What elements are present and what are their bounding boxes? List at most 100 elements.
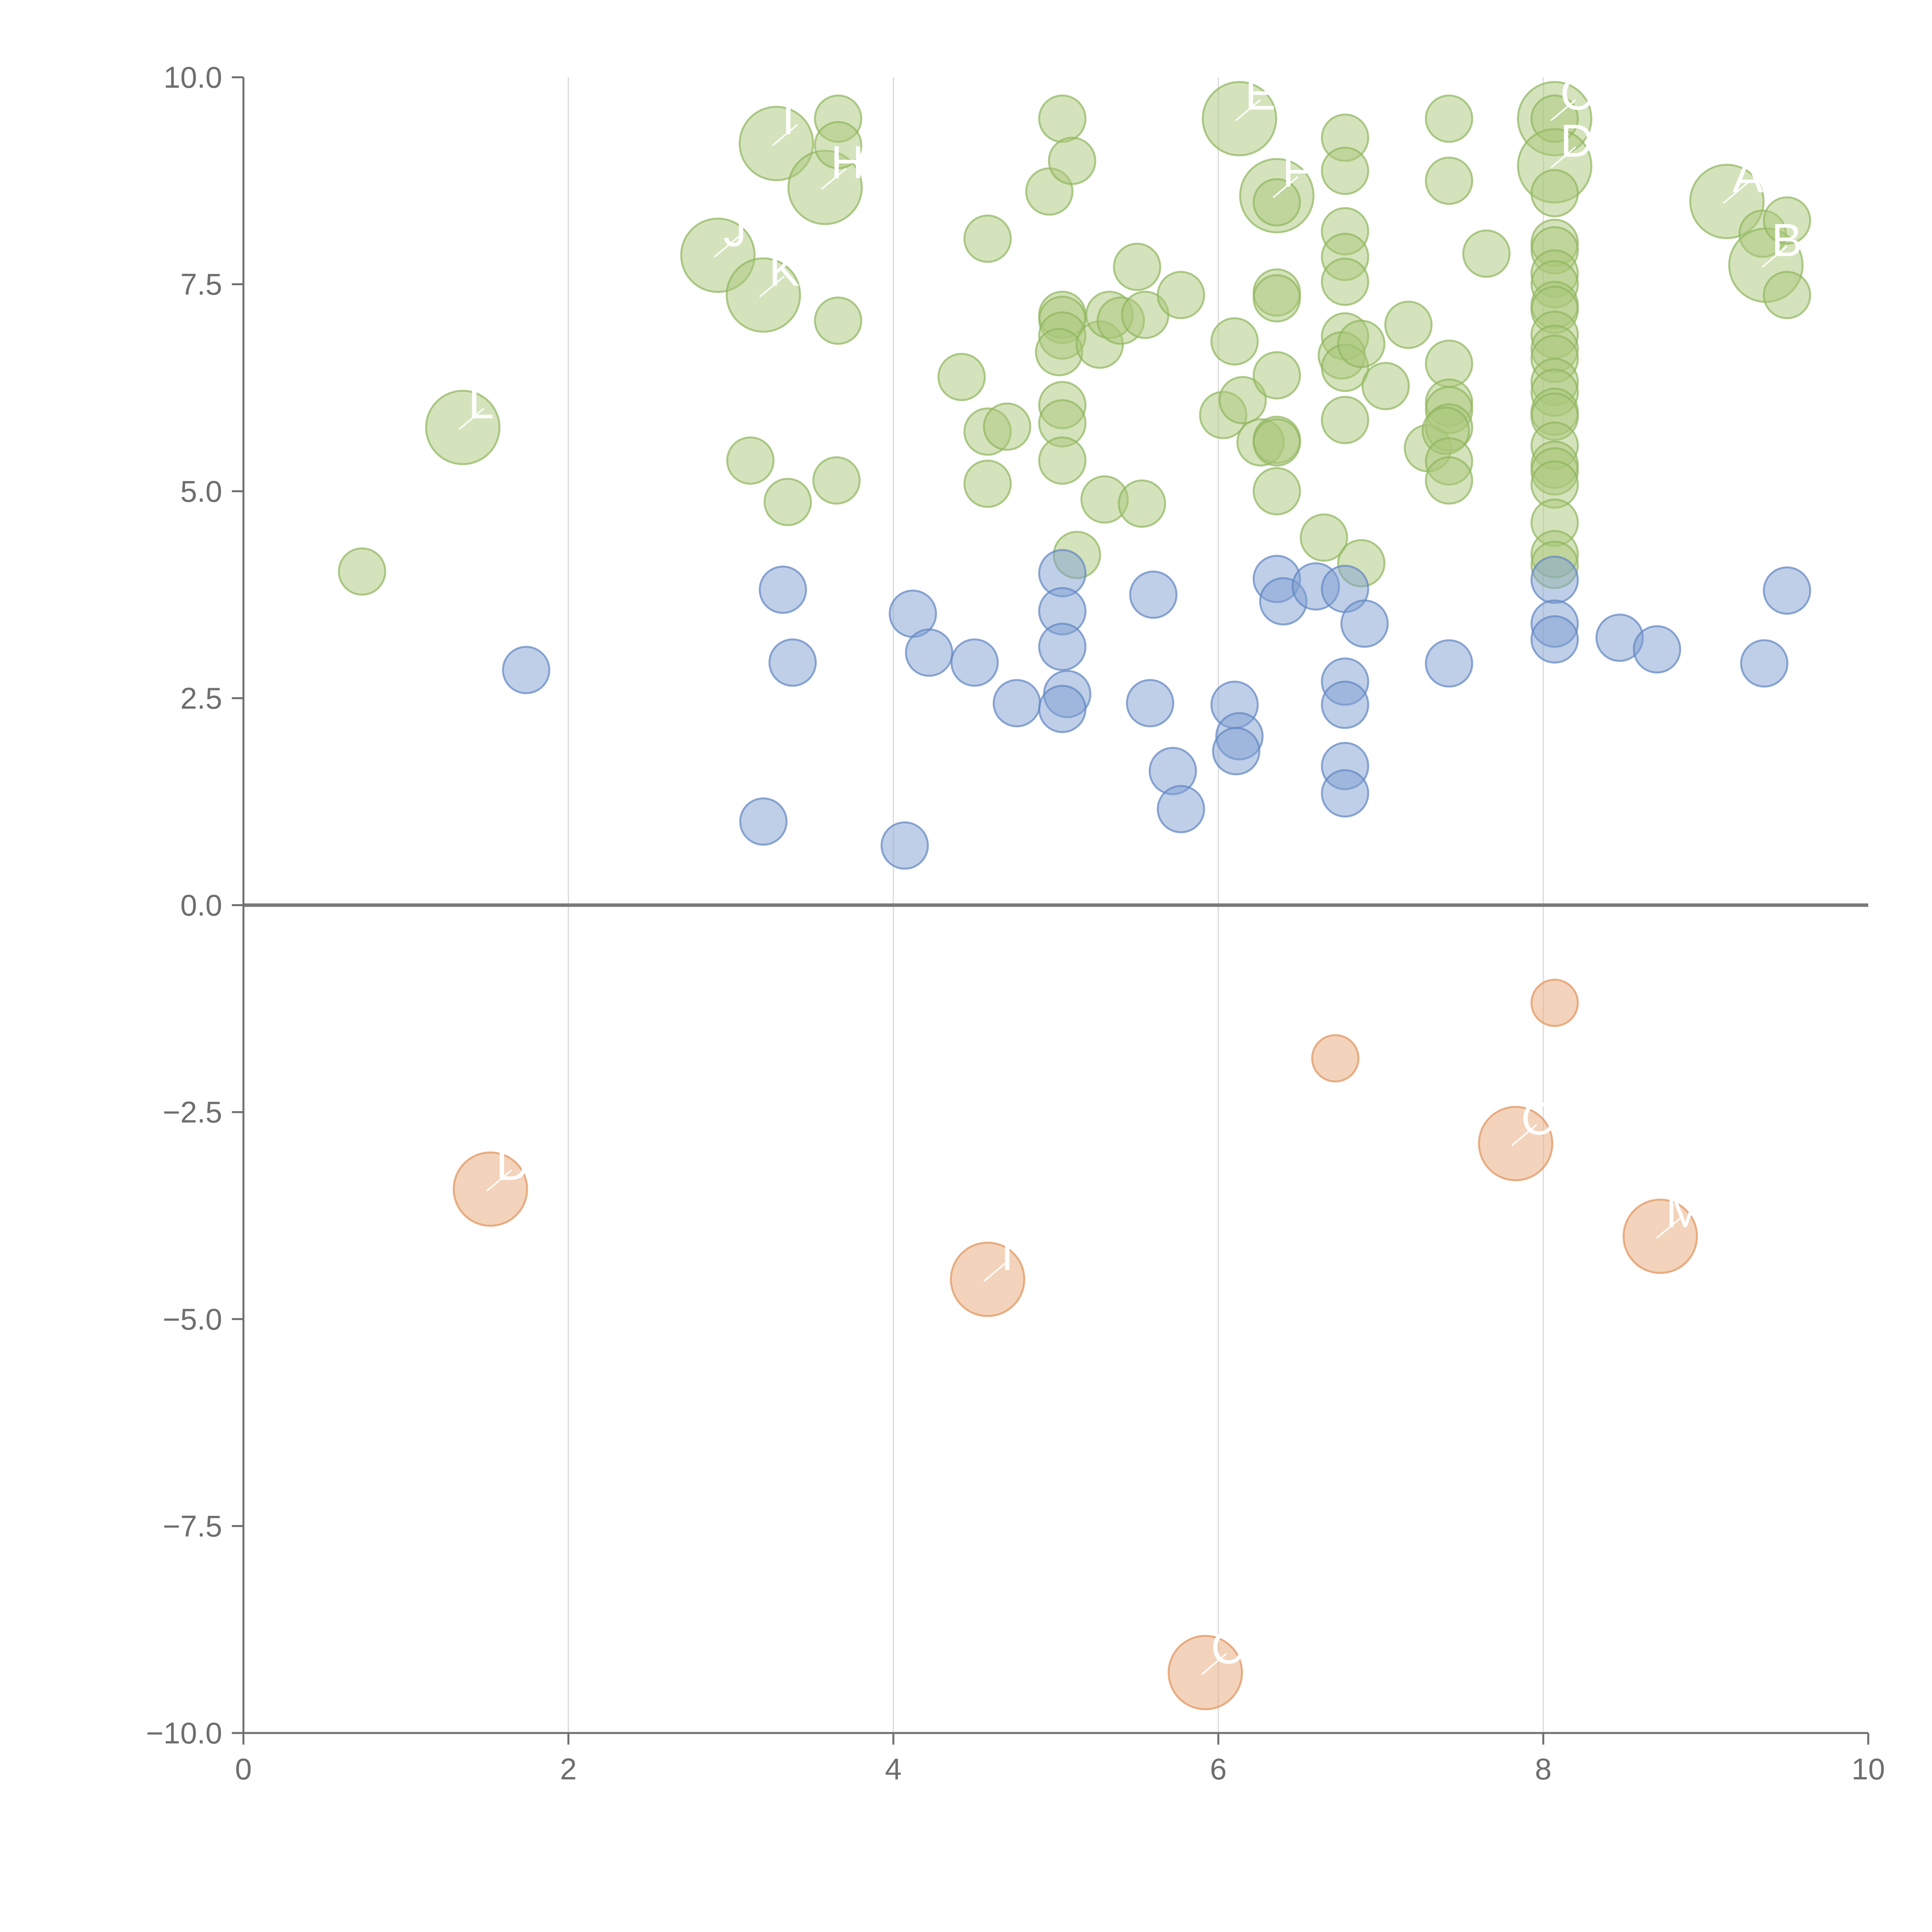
group_high-point <box>1321 257 1369 306</box>
group_negative-point <box>1530 978 1579 1027</box>
group_high-point <box>425 389 501 465</box>
group_high-point <box>963 214 1012 263</box>
group_high-point <box>726 436 775 485</box>
group_high-point <box>1038 94 1087 143</box>
point-label: C <box>1560 68 1594 119</box>
group_high-point <box>1210 317 1259 366</box>
group_mid-point <box>739 797 788 846</box>
group_mid-point <box>1340 599 1389 648</box>
point-label: C <box>1211 1622 1245 1673</box>
point-label: J <box>723 204 747 256</box>
group_mid-point <box>1633 625 1681 673</box>
group_high-point <box>1321 146 1369 195</box>
group_high-point <box>1361 362 1410 410</box>
group_mid-point <box>950 638 999 687</box>
label-leader-line <box>1550 146 1576 168</box>
x-tick-label: 10 <box>1852 1752 1885 1786</box>
group_mid-point <box>1740 639 1789 688</box>
group_high-point <box>1384 301 1433 349</box>
group_high-point <box>1299 513 1348 562</box>
label-leader-line <box>1511 1124 1537 1146</box>
label-leader-line <box>1723 182 1748 204</box>
group_high-point <box>764 478 812 526</box>
label-leader-line <box>1656 1217 1682 1239</box>
group_high-point <box>1202 81 1277 156</box>
label-leader-line <box>1235 99 1261 121</box>
group_mid-point <box>1038 622 1087 671</box>
group_negative-point <box>1311 1034 1360 1083</box>
y-tick-label: 2.5 <box>180 681 222 715</box>
label-leader-line <box>1201 1653 1227 1675</box>
point-label: F <box>1282 145 1311 197</box>
group_high-point <box>1763 270 1811 319</box>
point-label: I <box>782 93 794 145</box>
point-label: K <box>769 244 800 296</box>
label-leader-line <box>821 168 847 190</box>
group_mid-point <box>1530 555 1579 604</box>
group_high-point <box>738 105 814 181</box>
group_mid-point <box>1129 570 1178 619</box>
group_high-point <box>1252 178 1301 227</box>
group_negative-point <box>1622 1199 1698 1274</box>
y-tick-label: 10.0 <box>163 60 222 94</box>
point-label: T <box>993 1228 1021 1280</box>
point-label: H <box>831 136 864 188</box>
group_high-point <box>937 353 986 401</box>
group_high-point <box>1252 467 1301 515</box>
label-leader-line <box>1272 176 1298 198</box>
label-leader-line <box>1550 99 1576 121</box>
group_negative-point <box>1167 1635 1243 1711</box>
point-label: D <box>496 1138 529 1190</box>
x-tick-label: 6 <box>1210 1752 1226 1786</box>
point-label: A <box>1732 151 1763 202</box>
group_high-point <box>812 456 861 505</box>
point-label: M <box>1666 1185 1704 1237</box>
group_mid-point <box>1038 685 1087 733</box>
group_high-point <box>983 402 1031 451</box>
group_mid-point <box>502 646 551 694</box>
y-tick-label: −10.0 <box>146 1716 222 1750</box>
group_mid-point <box>1321 680 1369 729</box>
x-tick-label: 4 <box>885 1752 901 1786</box>
group_high-point <box>1763 196 1811 245</box>
group_high-point <box>1321 396 1369 444</box>
group_mid-point <box>880 821 929 870</box>
point-label: O <box>1521 1093 1557 1145</box>
label-leader-line <box>486 1170 512 1192</box>
group_mid-point <box>1763 566 1811 615</box>
x-tick-label: 2 <box>560 1752 577 1786</box>
group_mid-point <box>1156 785 1205 833</box>
y-tick-label: 0.0 <box>180 888 222 922</box>
group_mid-point <box>1212 727 1260 776</box>
group_high-point <box>814 296 862 345</box>
group_mid-point <box>1425 639 1473 688</box>
group_high-point <box>1425 94 1473 143</box>
label-leader-line <box>772 124 798 146</box>
group_high-point <box>1035 328 1083 376</box>
group_high-point <box>1156 270 1205 319</box>
group_negative-point <box>1478 1106 1554 1182</box>
y-tick-label: 5.0 <box>180 474 222 508</box>
point-label: B <box>1771 214 1802 266</box>
group_high-point <box>1337 320 1386 368</box>
y-tick-label: −7.5 <box>163 1509 222 1543</box>
group_high-point <box>1530 169 1579 218</box>
group_high-point <box>338 547 386 596</box>
group_high-point <box>1038 436 1087 485</box>
group_high-point <box>963 459 1012 508</box>
point-label: E <box>1245 68 1276 119</box>
point-label: L <box>468 377 494 429</box>
group_high-point <box>1218 376 1267 425</box>
group_high-point <box>1048 136 1097 185</box>
group_negative-point <box>950 1242 1026 1317</box>
group_high-point <box>1425 456 1473 505</box>
group_mid-point <box>1321 769 1369 818</box>
group_high-point <box>1462 229 1511 278</box>
label-leader-line <box>1762 246 1787 268</box>
label-leader-line <box>714 236 740 258</box>
group_mid-point <box>905 628 954 677</box>
y-tick-label: 7.5 <box>180 267 222 301</box>
group_high-point <box>1252 351 1301 400</box>
group_high-point <box>1113 243 1162 291</box>
